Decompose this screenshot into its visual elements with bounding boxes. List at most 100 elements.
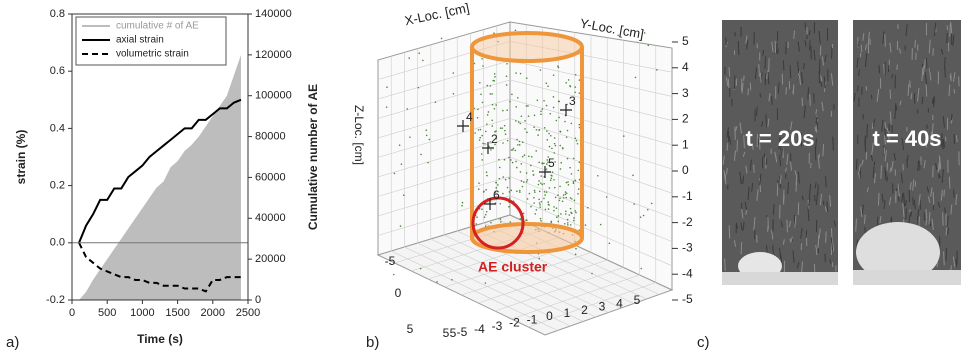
striation — [899, 100, 902, 106]
ae-dot — [526, 179, 529, 181]
ae-dot — [559, 130, 561, 133]
ae-dot — [572, 219, 575, 222]
ae-dot — [552, 106, 555, 109]
striation — [870, 94, 873, 100]
striation — [725, 37, 727, 46]
ae-dot — [558, 116, 560, 119]
ae-dot — [510, 189, 513, 192]
y-tick-label: 0.4 — [50, 122, 65, 134]
striation — [808, 40, 811, 51]
striation — [944, 57, 946, 69]
striation — [952, 72, 956, 82]
ae-dot — [591, 272, 593, 275]
striation — [937, 162, 940, 173]
ae-dot — [499, 202, 502, 205]
ae-dot — [508, 177, 511, 180]
striation — [901, 192, 904, 203]
ae-dot — [578, 161, 581, 164]
y-axis-title: strain (%) — [14, 130, 28, 185]
ae-dot — [634, 76, 637, 79]
striation — [779, 175, 782, 185]
y2-tick-label: 60000 — [255, 171, 286, 183]
ae-dot — [386, 86, 388, 88]
grid-line — [461, 252, 592, 296]
ae-dot — [548, 187, 551, 189]
ae-dot — [526, 77, 528, 79]
striation — [950, 204, 953, 215]
ae-dot — [434, 101, 437, 104]
ae-dot — [506, 109, 509, 112]
x-label: X-Loc. [cm] — [403, 0, 470, 28]
striation — [792, 250, 795, 263]
ae-dot — [543, 162, 545, 165]
z-tick-label: 2 — [682, 112, 689, 126]
striation — [780, 221, 783, 228]
striation — [765, 245, 768, 253]
striation — [788, 220, 792, 228]
ae-dot — [528, 192, 531, 195]
ae-dot — [506, 139, 509, 142]
ae-dot — [553, 137, 556, 139]
panel-b-box — [376, 21, 674, 336]
striation — [789, 161, 793, 171]
striation — [891, 73, 894, 79]
y2-tick-label: 80000 — [255, 130, 286, 142]
legend-label: cumulative # of AE — [116, 21, 199, 32]
striation — [872, 119, 876, 127]
striation — [778, 136, 781, 149]
striation — [917, 87, 920, 102]
striation — [908, 212, 911, 225]
x-tick-label: 5 — [443, 326, 450, 340]
striation — [949, 23, 951, 37]
ae-dot — [487, 111, 490, 113]
ae-dot — [557, 215, 560, 217]
ae-dot — [440, 37, 443, 40]
striation — [815, 116, 818, 124]
ae-dot — [564, 191, 567, 193]
ae-dot — [493, 108, 496, 110]
striation — [944, 207, 947, 215]
striation — [742, 221, 745, 231]
x-tick-label: 1 — [564, 306, 571, 320]
striation — [942, 116, 945, 128]
y-tick-label: 0 — [395, 286, 402, 300]
striation — [931, 97, 934, 103]
striation — [783, 195, 785, 205]
ae-dot — [557, 66, 560, 69]
striation — [777, 82, 780, 94]
ae-dot — [497, 184, 499, 186]
ae-dot — [535, 208, 538, 211]
ae-dot — [516, 138, 518, 141]
panel-label: b) — [366, 334, 379, 351]
striation — [955, 135, 958, 143]
striation — [884, 150, 887, 162]
ae-dot — [495, 104, 497, 106]
ae-dot — [584, 224, 587, 226]
ae-dot — [547, 203, 550, 206]
ae-dot — [489, 141, 491, 143]
ae-dot — [493, 73, 496, 75]
ae-dot — [567, 224, 569, 226]
striation — [779, 247, 782, 259]
ae-dot — [575, 211, 577, 214]
striation — [857, 85, 859, 92]
ae-dot — [509, 197, 511, 199]
ae-dot — [522, 212, 525, 215]
striation — [808, 30, 811, 36]
y2-tick-label: 40000 — [255, 212, 286, 224]
ae-dot — [569, 197, 572, 199]
striation — [943, 138, 945, 148]
ae-dot — [547, 208, 550, 210]
ae-dot — [521, 155, 524, 158]
striation — [898, 48, 902, 54]
striation — [813, 49, 816, 61]
ae-dot — [499, 218, 502, 220]
striation — [928, 211, 931, 225]
specimen-cylinder — [470, 31, 584, 254]
striation — [804, 40, 807, 47]
striation — [946, 25, 949, 31]
striation — [884, 167, 887, 180]
ae-dot — [483, 216, 486, 218]
striation — [824, 54, 827, 63]
ae-dot — [565, 210, 567, 213]
